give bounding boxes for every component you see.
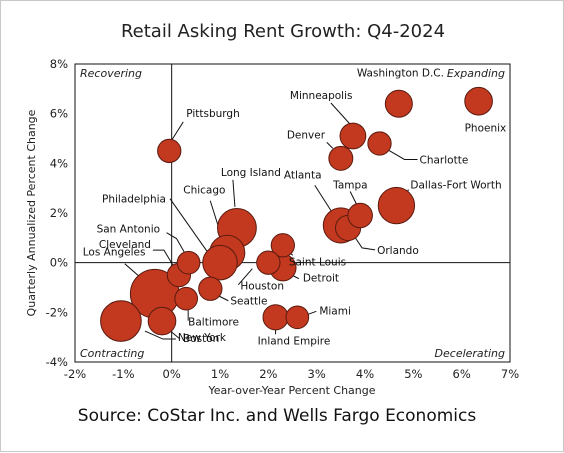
quadrant-recovering: Recovering [80, 67, 142, 80]
label-minneapolis: Minneapolis [290, 90, 353, 102]
y-tick-label: -2% [46, 305, 68, 319]
leader-san-antonio [166, 232, 186, 253]
bubble-dallas-fort-worth [377, 186, 416, 225]
label-miami: Miami [319, 305, 351, 317]
label-charlotte: Charlotte [420, 154, 469, 166]
bubble-boston [147, 306, 177, 336]
bubble-baltimore [174, 286, 199, 311]
leader-orlando [353, 235, 376, 251]
label-pittsburgh: Pittsburgh [186, 108, 240, 120]
leader-pittsburgh [170, 121, 184, 142]
leader-atlanta [314, 185, 332, 211]
bubble-san-antonio [176, 250, 201, 275]
bubble-minneapolis [339, 122, 367, 150]
bubble-philadelphia [202, 244, 238, 281]
x-tick-label: 2% [259, 367, 277, 381]
x-axis-label: Year-over-Year Percent Change [207, 384, 375, 397]
label-atlanta: Atlanta [284, 169, 322, 181]
bubble-houston [256, 250, 281, 275]
x-tick-label: 3% [308, 367, 326, 381]
label-houston: Houston [240, 281, 284, 293]
bubble-miami [285, 305, 310, 330]
y-axis-label: Quarterly Annualized Percent Change [25, 109, 38, 316]
x-tick-label: 7% [501, 367, 519, 381]
label-boston: Boston [183, 333, 219, 345]
bubble-pittsburgh [157, 138, 182, 164]
x-tick-label: 4% [356, 367, 374, 381]
x-tick-label: 1% [211, 367, 229, 381]
y-tick-label: 0% [50, 256, 68, 270]
label-orlando: Orlando [377, 245, 419, 257]
label-baltimore: Baltimore [188, 317, 239, 329]
leader-minneapolis [330, 102, 351, 125]
label-los-angeles: Los Angeles [83, 247, 146, 259]
x-tick-label: -2% [64, 367, 86, 381]
leader-philadelphia [169, 198, 209, 253]
label-dallas-fort-worth: Dallas-Fort Worth [410, 180, 501, 192]
y-tick-label: 6% [50, 107, 68, 121]
leader-new-york [144, 330, 176, 340]
x-tick-label: -1% [112, 367, 134, 381]
bubble-denver [328, 145, 354, 171]
leader-houston [237, 268, 253, 285]
label-san-antonio: San Antonio [97, 224, 160, 236]
plot-border [74, 63, 511, 363]
y-tick-label: 4% [50, 156, 68, 170]
label-new-york: New York [178, 332, 227, 344]
x-tick-label: 0% [163, 367, 181, 381]
bubble-charlotte [367, 131, 392, 156]
leader-cleveland [152, 249, 174, 266]
source-note: Source: CoStar Inc. and Wells Fargo Econ… [78, 406, 477, 426]
bubble-tampa [347, 202, 373, 229]
label-philadelphia: Philadelphia [102, 194, 166, 206]
chart-title: Retail Asking Rent Growth: Q4-2024 [121, 21, 445, 42]
label-phoenix: Phoenix [465, 122, 507, 134]
city-labels: Washington D.C. Phoenix Minneapolis Denver C… [83, 68, 507, 348]
label-seattle: Seattle [230, 296, 267, 308]
bubble-inland-empire [262, 304, 289, 331]
label-washington-d-c: Washington D.C. [357, 68, 444, 80]
label-long-island: Long Island [221, 167, 281, 179]
label-denver: Denver [287, 129, 326, 141]
label-chicago: Chicago [183, 185, 225, 197]
label-detroit: Detroit [303, 273, 339, 285]
bubble-phoenix [464, 86, 493, 116]
y-tick-labels: -4% -2% 0% 2% 4% 6% 8% [46, 57, 68, 369]
label-saint-louis: Saint Louis [289, 256, 346, 268]
leader-tampa [349, 191, 358, 206]
quadrant-expanding: Expanding [447, 67, 505, 80]
leader-charlotte [385, 148, 418, 160]
y-tick-label: 2% [50, 206, 68, 220]
quadrant-contracting: Contracting [80, 347, 144, 360]
y-tick-label: -4% [46, 355, 68, 369]
leader-long-island [232, 179, 236, 207]
label-inland-empire: Inland Empire [258, 335, 331, 347]
label-tampa: Tampa [332, 179, 367, 191]
x-tick-label: 5% [404, 367, 422, 381]
x-tick-labels: -2% -1% 0% 1% 2% 3% 4% 5% 6% 7% [64, 367, 519, 381]
x-tick-label: 6% [453, 367, 471, 381]
bubble-washington-d-c [384, 89, 413, 118]
bubble-seattle [198, 276, 223, 301]
quadrant-decelerating: Decelerating [435, 347, 505, 360]
y-tick-label: 8% [50, 57, 68, 71]
bubble-new-york [100, 300, 142, 342]
label-cleveland: Cleveland [99, 239, 151, 251]
bubble-saint-louis [270, 233, 295, 258]
leader-denver [326, 142, 334, 149]
bubbles [100, 86, 493, 342]
